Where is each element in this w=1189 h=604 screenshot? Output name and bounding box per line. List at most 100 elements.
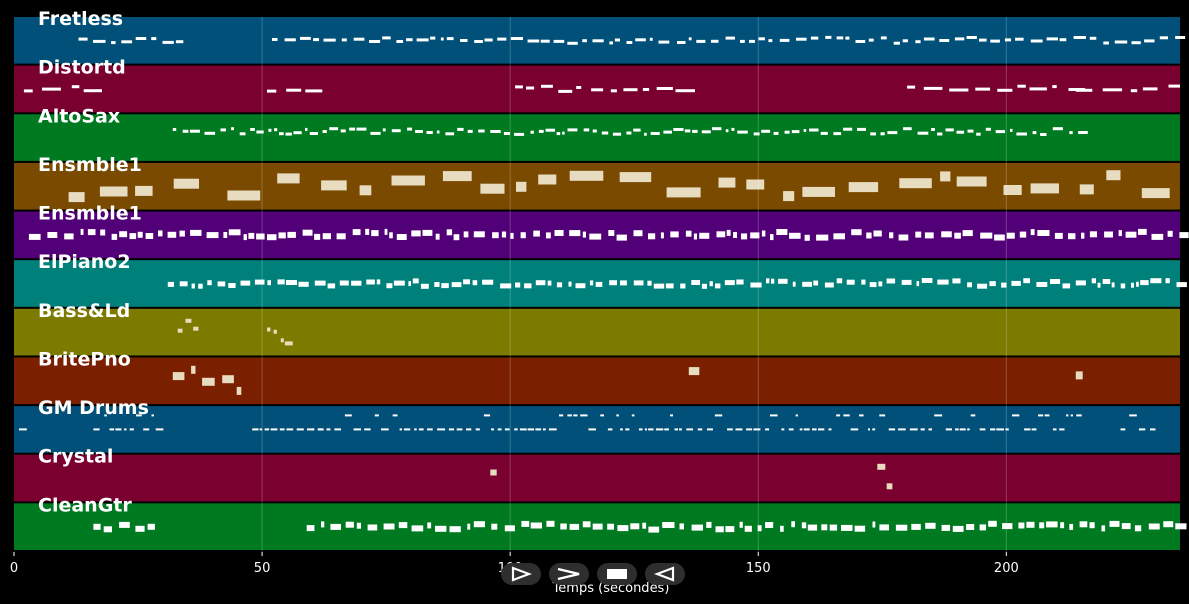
note [846,279,855,285]
note [514,428,518,431]
note [19,428,27,431]
note [1120,283,1126,289]
note [463,279,470,285]
note [989,281,996,287]
note [286,88,302,92]
note [902,39,908,43]
note [887,131,898,135]
note [1039,522,1045,529]
note [364,428,371,431]
note [436,130,440,134]
note [239,132,246,136]
note [349,127,356,131]
note [329,127,339,131]
note [979,428,986,431]
note [757,525,762,532]
note [1005,428,1009,431]
track-label: Ensmble1 [38,154,142,176]
note [633,280,644,286]
note [314,233,321,240]
note [1023,278,1030,284]
note [952,278,961,284]
note [791,521,795,528]
note [868,38,874,42]
note [162,40,174,44]
note [457,127,464,131]
note [1052,85,1057,89]
note [527,428,535,431]
note [556,132,561,136]
note [562,131,565,135]
note [758,37,765,41]
note [796,37,807,41]
note [220,128,226,132]
note [204,131,216,135]
note [833,233,845,240]
note [607,428,613,431]
note [264,428,270,431]
note [1140,280,1149,286]
note [707,428,713,431]
track-label: GM Drums [38,397,149,419]
note [129,428,134,431]
note [966,524,975,530]
track-notes [68,170,1170,203]
track-label: Bass&Ld [38,300,130,322]
note [1031,428,1037,431]
note [306,525,315,532]
note [386,283,393,289]
note [580,414,588,417]
note [136,414,142,417]
note [753,132,760,136]
note [582,39,587,43]
note [449,526,461,533]
note [135,185,153,196]
note [725,129,729,133]
note [941,231,952,238]
fast-forward-button[interactable] [549,563,589,585]
note [877,463,886,470]
note [828,428,832,431]
note [1032,131,1037,135]
note [427,522,432,529]
note [313,38,319,42]
note [567,414,572,417]
note [179,230,185,237]
note [1109,520,1120,527]
note [1102,88,1123,92]
note [356,127,367,131]
note [1024,428,1031,431]
note [788,428,794,431]
note [569,170,604,181]
note [330,523,341,530]
note [644,428,647,431]
note [697,428,703,431]
note [655,428,664,431]
note [886,278,896,284]
note [583,128,590,132]
note [1026,521,1035,528]
track-notes [167,278,1187,289]
note [675,89,695,93]
note [750,282,762,288]
note [773,131,779,135]
note [267,280,271,286]
stop-icon [607,569,627,579]
note [836,36,844,40]
note [600,414,604,417]
note [635,38,646,42]
note [733,232,737,238]
note [582,521,591,528]
note [872,428,876,431]
note [435,233,440,240]
note [87,229,96,236]
stop-button[interactable] [597,563,637,585]
note [504,428,510,431]
rewind-button[interactable] [645,563,685,585]
note [322,233,331,240]
note [569,523,580,530]
play-button[interactable] [501,563,541,585]
note [279,428,285,431]
note [467,523,471,530]
note [535,280,546,286]
